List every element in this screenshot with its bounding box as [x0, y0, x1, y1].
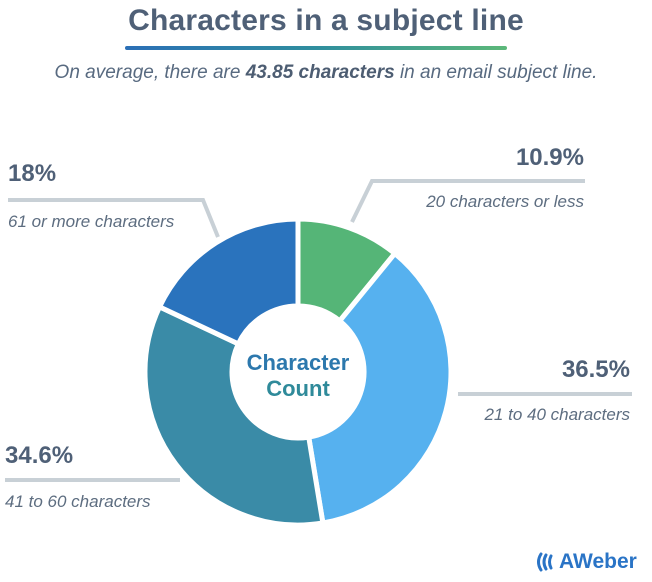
- slice-21-40: [306, 251, 454, 526]
- label-desc-41-60: 41 to 60 characters: [5, 492, 151, 511]
- label-pct-41-60: 34.6%: [5, 442, 74, 469]
- subtitle-text-post: in an email subject line.: [394, 62, 598, 83]
- title-underline: [125, 46, 507, 50]
- label-desc-20-or-less: 20 characters or less: [426, 192, 584, 211]
- leader-lines: [5, 179, 632, 482]
- leader-line-61-plus: [8, 198, 220, 238]
- donut-hole: [233, 307, 363, 437]
- slice-61-plus: [157, 216, 301, 347]
- aweber-logo: AWeber: [535, 550, 637, 574]
- donut-center-label: Character Count: [228, 350, 368, 402]
- label-pct-21-40: 36.5%: [561, 356, 630, 383]
- slice-41-60: [142, 304, 326, 528]
- subtitle-text-pre: On average, there are: [54, 62, 246, 83]
- chart-title: Characters in a subject line: [128, 4, 524, 37]
- aweber-logo-icon: [537, 552, 553, 572]
- label-pct-20-or-less: 10.9%: [515, 144, 584, 171]
- leader-line-20-or-less: [350, 179, 585, 223]
- center-label-line1: Character: [246, 350, 350, 375]
- label-desc-61-plus: 61 or more characters: [8, 212, 175, 231]
- aweber-logo-text: AWeber: [559, 550, 637, 573]
- subtitle-highlight: 43.85 characters: [245, 62, 395, 83]
- donut-slices: [142, 216, 454, 528]
- label-desc-21-40: 21 to 40 characters: [484, 405, 630, 424]
- center-label-line2: Count: [266, 376, 330, 401]
- chart-subtitle: On average, there are 43.85 characters i…: [0, 62, 652, 84]
- label-pct-61-plus: 18%: [8, 160, 57, 187]
